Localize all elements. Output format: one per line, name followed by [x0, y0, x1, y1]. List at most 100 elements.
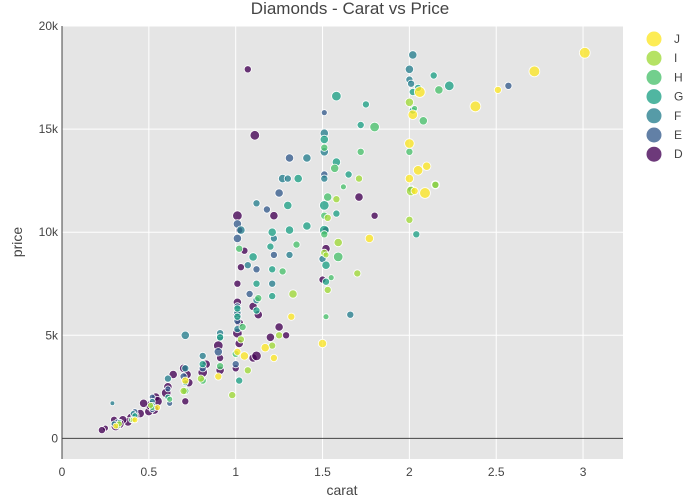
point-f[interactable] — [346, 310, 355, 319]
point-f[interactable] — [252, 199, 261, 208]
point-i[interactable] — [147, 401, 155, 409]
point-j[interactable] — [407, 109, 419, 120]
point-f[interactable] — [198, 351, 207, 360]
point-f[interactable] — [180, 330, 190, 340]
point-g[interactable] — [344, 170, 353, 179]
point-g[interactable] — [319, 134, 329, 144]
point-e[interactable] — [262, 205, 271, 214]
point-h[interactable] — [369, 121, 380, 133]
point-h[interactable] — [278, 267, 287, 276]
point-f[interactable] — [268, 279, 277, 288]
point-i[interactable] — [322, 251, 330, 259]
point-g[interactable] — [235, 376, 244, 385]
point-g[interactable] — [233, 304, 242, 313]
point-f[interactable] — [243, 261, 252, 270]
point-i[interactable] — [353, 269, 362, 278]
point-h[interactable] — [320, 143, 329, 152]
point-i[interactable] — [236, 335, 245, 344]
point-g[interactable] — [293, 174, 303, 184]
point-j[interactable] — [404, 138, 415, 149]
point-f[interactable] — [163, 374, 172, 383]
point-j[interactable] — [131, 416, 139, 424]
point-j[interactable] — [269, 353, 278, 362]
point-d[interactable] — [274, 322, 284, 332]
point-i[interactable] — [431, 180, 440, 189]
point-i[interactable] — [333, 237, 343, 248]
point-j[interactable] — [419, 187, 431, 199]
point-i[interactable] — [179, 386, 188, 395]
point-f[interactable] — [181, 364, 190, 373]
point-i[interactable] — [323, 285, 332, 294]
point-j[interactable] — [364, 233, 374, 243]
point-d[interactable] — [249, 130, 261, 141]
point-g[interactable] — [268, 292, 277, 301]
point-d[interactable] — [139, 398, 149, 408]
legend-item-h[interactable]: H — [646, 69, 683, 85]
point-g[interactable] — [429, 71, 438, 80]
point-j[interactable] — [112, 422, 120, 430]
point-e[interactable] — [232, 233, 242, 243]
point-h[interactable] — [327, 274, 335, 282]
point-f[interactable] — [407, 79, 416, 88]
point-g[interactable] — [233, 312, 242, 321]
point-g[interactable] — [268, 265, 277, 274]
point-j[interactable] — [214, 372, 223, 381]
point-h[interactable] — [323, 192, 333, 202]
point-g[interactable] — [444, 80, 455, 92]
point-g[interactable] — [267, 227, 277, 237]
point-d[interactable] — [181, 397, 190, 406]
point-f[interactable] — [109, 400, 116, 407]
point-i[interactable] — [354, 174, 363, 183]
point-j[interactable] — [260, 343, 270, 353]
point-j[interactable] — [287, 312, 296, 321]
point-j[interactable] — [233, 347, 242, 356]
point-i[interactable] — [323, 213, 332, 222]
point-d[interactable] — [236, 263, 245, 272]
point-d[interactable] — [282, 331, 291, 340]
point-i[interactable] — [275, 331, 284, 340]
point-j[interactable] — [181, 376, 190, 385]
point-j[interactable] — [469, 100, 482, 113]
point-h[interactable] — [216, 362, 225, 371]
point-h[interactable] — [418, 116, 428, 126]
point-g[interactable] — [321, 260, 331, 270]
point-d[interactable] — [233, 279, 242, 288]
point-j[interactable] — [528, 65, 541, 78]
point-g[interactable] — [216, 333, 225, 342]
point-j[interactable] — [154, 404, 161, 411]
point-g[interactable] — [198, 360, 207, 369]
point-e[interactable] — [252, 265, 261, 274]
point-h[interactable] — [254, 294, 263, 303]
point-h[interactable] — [333, 251, 344, 263]
point-g[interactable] — [319, 200, 330, 211]
point-f[interactable] — [320, 174, 329, 183]
point-j[interactable] — [410, 186, 419, 195]
point-f[interactable] — [404, 64, 414, 74]
point-g[interactable] — [361, 100, 370, 109]
point-i[interactable] — [332, 195, 341, 204]
point-j[interactable] — [412, 165, 424, 176]
point-g[interactable] — [284, 225, 295, 235]
point-h[interactable] — [434, 85, 444, 95]
point-g[interactable] — [412, 230, 421, 239]
point-j[interactable] — [422, 161, 432, 171]
point-h[interactable] — [292, 240, 301, 249]
point-i[interactable] — [196, 374, 205, 383]
point-h[interactable] — [238, 322, 247, 331]
point-h[interactable] — [405, 147, 414, 156]
point-h[interactable] — [235, 244, 244, 253]
point-g[interactable] — [252, 306, 261, 315]
point-e[interactable] — [213, 347, 223, 357]
legend-item-d[interactable]: D — [646, 146, 684, 162]
point-i[interactable] — [404, 97, 414, 107]
point-e[interactable] — [269, 250, 278, 259]
legend-item-f[interactable]: F — [646, 108, 682, 124]
point-g[interactable] — [321, 277, 330, 286]
point-d[interactable] — [265, 332, 275, 342]
point-e[interactable] — [274, 188, 284, 198]
point-d[interactable] — [243, 65, 252, 74]
point-h[interactable] — [322, 313, 330, 321]
point-f[interactable] — [236, 225, 246, 235]
point-g[interactable] — [331, 90, 342, 102]
point-e[interactable] — [164, 385, 172, 393]
